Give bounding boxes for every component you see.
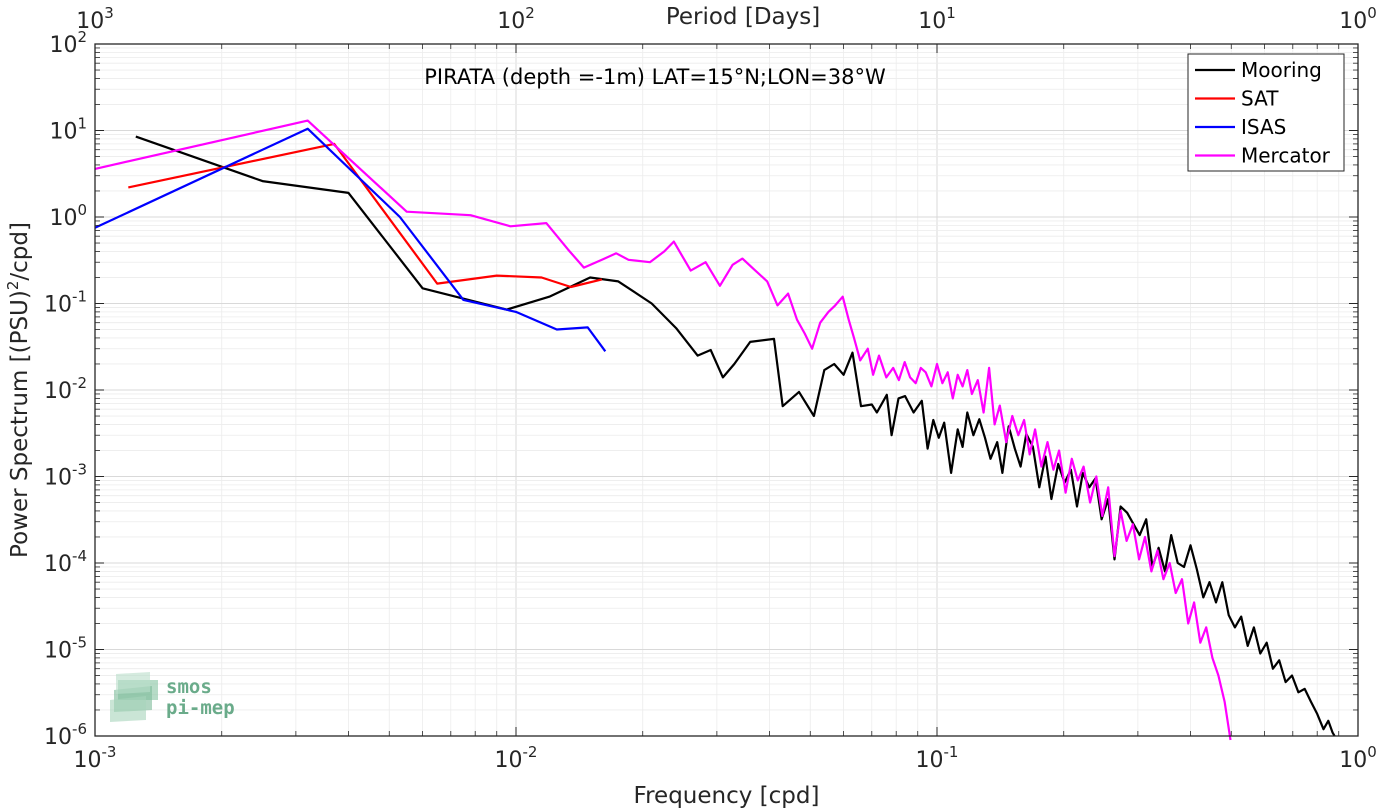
logo-mark-icon [110,672,158,722]
y-tick-label: 101 [49,115,87,145]
legend: Mooring SAT ISAS Mercator [1187,53,1345,172]
smos-pimep-logo: smos pi-mep [110,672,235,722]
chart-title: PIRATA (depth =-1m) LAT=15°N;LON=38°W [424,65,886,89]
series-line-isas [94,127,607,352]
x-tick-label: 10-2 [495,743,538,773]
y-axis-label-tail: /cpd] [7,222,33,281]
x-tick-label: 10-3 [74,743,117,773]
legend-box [1187,53,1345,172]
y-tick-label: 102 [49,28,87,58]
y-tick-label: 10-6 [44,720,87,750]
x-axis-label: Frequency [cpd] [634,783,820,809]
top-tick-label: 103 [76,4,114,34]
y-tick-label: 10-1 [44,288,87,318]
grid [94,44,1358,737]
series-line-mercator [94,119,1232,741]
y-tick-label: 10-4 [44,547,87,577]
y-tick-label: 10-2 [44,374,87,404]
y-tick-label: 100 [49,201,87,231]
top-tick-label: 100 [1339,4,1377,34]
series-lines [94,119,1336,741]
y-axis-label-main: Power Spectrum [(PSU) [7,290,33,558]
top-tick-label: 102 [497,4,535,34]
legend-label-mercator: Mercator [1241,144,1331,168]
series-line-mooring [135,135,1336,737]
x-tick-label: 10-1 [916,743,959,773]
top-axis-label: Period [Days] [666,4,820,30]
y-axis-label: Power Spectrum [(PSU)2/cpd] [4,222,33,558]
x-tick-label: 100 [1339,743,1377,773]
legend-label-isas: ISAS [1241,115,1286,139]
logo-text-smos: smos [166,676,212,698]
top-tick-label: 101 [918,4,956,34]
y-tick-label: 10-3 [44,461,87,491]
legend-label-mooring: Mooring [1241,58,1322,82]
y-axis-label-sup: 2 [4,281,22,291]
y-tick-label: 10-5 [44,634,87,664]
legend-label-sat: SAT [1241,87,1279,111]
logo-text-pimep: pi-mep [166,697,235,719]
